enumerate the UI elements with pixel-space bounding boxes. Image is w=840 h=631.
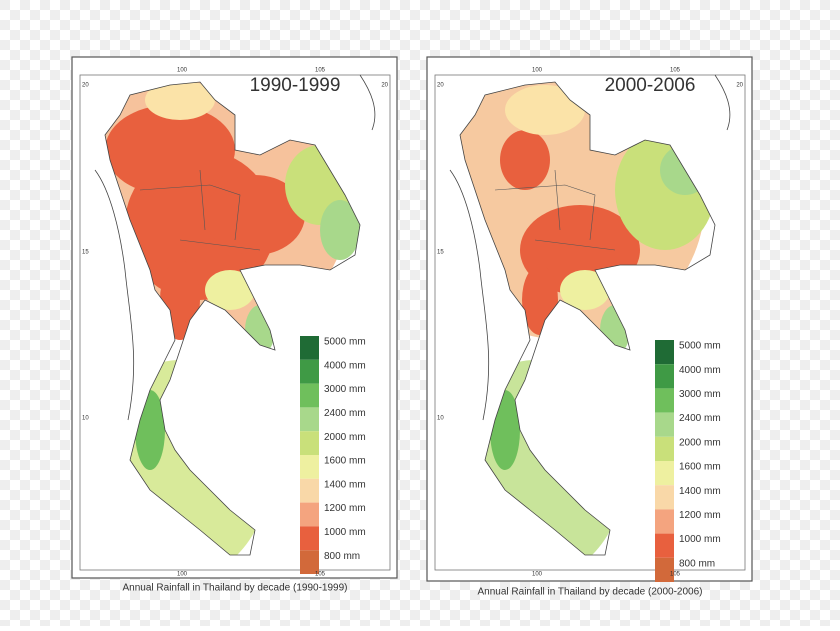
neighbour-coast — [94, 74, 376, 421]
country-outline — [104, 81, 361, 556]
legend-swatch — [655, 461, 674, 486]
figure-caption: Annual Rainfall in Thailand by decade (1… — [123, 583, 348, 594]
legend-swatch — [300, 455, 319, 479]
latitude-label: 20 — [437, 83, 444, 89]
latitude-label: 20 — [736, 83, 743, 89]
longitude-label: 105 — [315, 572, 326, 578]
legend-label: 4000 mm — [324, 360, 366, 371]
neighbour-coast — [449, 74, 731, 421]
legend-swatch — [655, 388, 674, 413]
latitude-label: 15 — [82, 250, 89, 256]
legend-label: 5000 mm — [324, 337, 366, 348]
legend-swatch — [300, 431, 319, 455]
longitude-label: 105 — [670, 572, 681, 578]
legend-label: 800 mm — [679, 558, 715, 569]
legend-label: 5000 mm — [679, 341, 721, 352]
longitude-label: 100 — [532, 572, 543, 578]
legend-label: 1600 mm — [324, 456, 366, 467]
longitude-label: 100 — [177, 68, 188, 74]
legend-label: 1000 mm — [324, 527, 366, 538]
legend-label: 1200 mm — [324, 503, 366, 514]
legend-swatch — [655, 364, 674, 389]
province-borders — [139, 169, 261, 251]
latitude-label: 15 — [437, 250, 444, 256]
legend-label: 2400 mm — [679, 413, 721, 424]
legend-label: 3000 mm — [324, 384, 366, 395]
legend-label: 1400 mm — [324, 479, 366, 490]
map-frame — [79, 74, 391, 571]
legend-label: 1200 mm — [679, 510, 721, 521]
legend-label: 4000 mm — [679, 365, 721, 376]
rainfall-zone — [560, 270, 610, 310]
figure-caption: Annual Rainfall in Thailand by decade (2… — [478, 587, 703, 598]
rainfall-zone — [205, 175, 305, 255]
legend-swatch — [655, 485, 674, 510]
legend-swatch — [300, 478, 319, 503]
longitude-label: 100 — [532, 68, 543, 74]
rainfall-zone — [205, 270, 255, 310]
legend-label: 2000 mm — [679, 437, 721, 448]
latitude-label: 10 — [82, 416, 89, 422]
legend-label: 3000 mm — [679, 389, 721, 400]
longitude-label: 105 — [315, 68, 326, 74]
legend-swatch — [655, 557, 674, 582]
legend-swatch — [655, 509, 674, 534]
panel-title: 1990-1999 — [250, 75, 341, 96]
legend-label: 800 mm — [324, 551, 360, 562]
legend-swatch — [300, 359, 319, 384]
latitude-label: 20 — [381, 83, 388, 89]
rainfall-zone — [320, 200, 360, 260]
legend-swatch — [655, 533, 674, 558]
province-borders — [494, 169, 616, 251]
rainfall-zone — [500, 130, 550, 190]
map-panel: 1990-1999 5000 mm 4000 mm 3000 mm 2400 mm 200… — [71, 56, 398, 594]
legend-swatch — [300, 336, 319, 360]
latitude-label: 20 — [82, 83, 89, 89]
rainfall-zone — [505, 85, 585, 135]
legend-label: 1600 mm — [679, 462, 721, 473]
legend-swatch — [655, 340, 674, 365]
legend-label: 2000 mm — [324, 432, 366, 443]
rainfall-zone — [145, 82, 215, 120]
legend-swatch — [300, 550, 319, 574]
map-frame — [434, 74, 746, 571]
legend-swatch — [300, 526, 319, 551]
legend-swatch — [300, 502, 319, 527]
legend-label: 2400 mm — [324, 408, 366, 419]
legend-swatch — [300, 407, 319, 432]
longitude-label: 105 — [670, 68, 681, 74]
panel-title: 2000-2006 — [605, 75, 696, 96]
country-outline — [459, 81, 716, 556]
rainfall-zone — [105, 105, 235, 195]
legend-label: 1000 mm — [679, 534, 721, 545]
latitude-label: 10 — [437, 416, 444, 422]
longitude-label: 100 — [177, 572, 188, 578]
legend-swatch — [300, 383, 319, 408]
legend-swatch — [655, 412, 674, 437]
legend-swatch — [655, 436, 674, 461]
map-panel: 2000-2006 5000 mm 4000 mm 3000 mm 2400 mm 200… — [426, 56, 753, 598]
legend-label: 1400 mm — [679, 486, 721, 497]
